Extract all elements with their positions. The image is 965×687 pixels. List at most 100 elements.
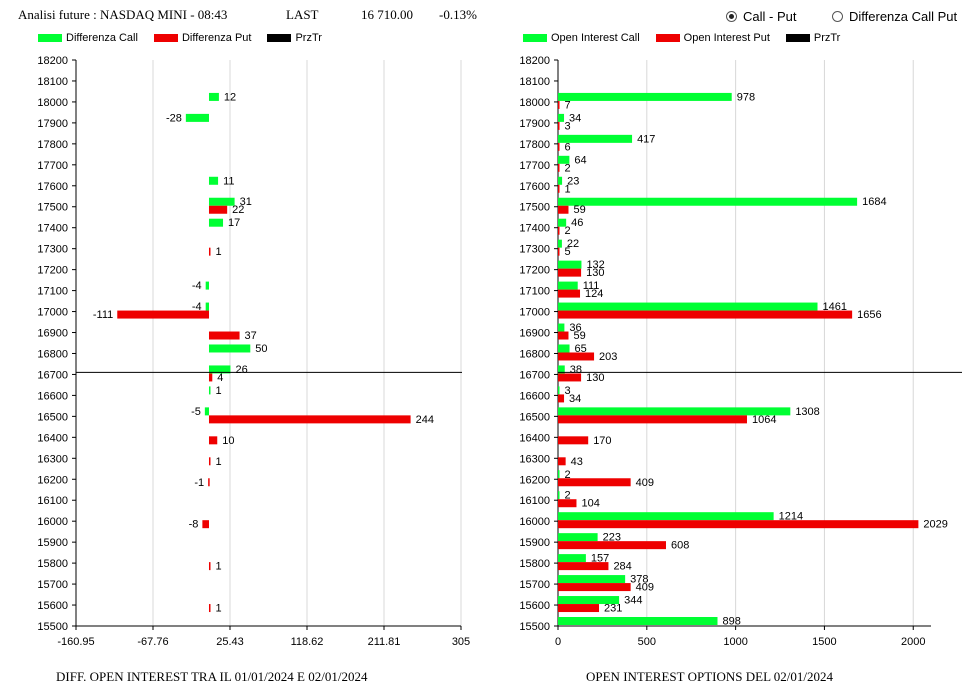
y-tick-label: 16400 xyxy=(37,432,68,444)
y-tick-label: 16200 xyxy=(519,474,550,486)
bar-put xyxy=(558,478,631,487)
bar-call xyxy=(558,533,598,542)
radio-selected-icon[interactable] xyxy=(726,11,737,22)
bar-put xyxy=(558,184,560,193)
y-tick-label: 17500 xyxy=(37,202,68,214)
x-tick-label: 211.81 xyxy=(368,636,401,648)
bar-value-label: 59 xyxy=(573,204,585,216)
bar-value-label: 2029 xyxy=(923,519,947,531)
bar-put xyxy=(208,373,213,382)
bar-value-label: 64 xyxy=(574,154,586,166)
legend-label: Open Interest Put xyxy=(683,32,770,44)
left-legend: Differenza Call Differenza Put PrzTr xyxy=(38,32,338,44)
bar-call xyxy=(208,386,211,395)
bar-value-label: 4 xyxy=(217,372,223,384)
bar-call xyxy=(558,554,586,563)
y-tick-label: 16100 xyxy=(37,495,68,507)
legend-swatch-call xyxy=(38,34,62,42)
bar-put xyxy=(558,541,666,550)
legend-label: Differenza Call xyxy=(66,32,138,44)
bar-value-label: 244 xyxy=(416,414,434,426)
bar-value-label: 409 xyxy=(636,477,654,489)
y-tick-label: 18000 xyxy=(37,97,68,109)
y-tick-label: 16700 xyxy=(37,369,68,381)
radio-unselected-icon[interactable] xyxy=(832,11,843,22)
bar-put xyxy=(558,394,565,403)
legend-label: Differenza Put xyxy=(181,32,252,44)
y-tick-label: 17700 xyxy=(519,160,550,172)
bar-put xyxy=(558,436,589,445)
legend-item-call: Open Interest Call xyxy=(523,32,640,44)
bar-call xyxy=(558,302,818,311)
y-tick-label: 18100 xyxy=(37,76,68,88)
bar-put xyxy=(208,331,240,340)
bar-put xyxy=(208,247,211,256)
bar-call xyxy=(558,155,570,164)
bar-put xyxy=(558,268,582,277)
bar-value-label: 344 xyxy=(624,595,642,607)
bar-call xyxy=(558,134,633,143)
bar-put xyxy=(558,289,581,298)
bar-value-label: 50 xyxy=(255,343,267,355)
y-tick-label: 15800 xyxy=(519,558,550,570)
y-tick-label: 15600 xyxy=(519,600,550,612)
y-tick-label: 17000 xyxy=(519,307,550,319)
bar-put xyxy=(558,310,853,319)
y-tick-label: 16600 xyxy=(37,390,68,402)
right-chart-footer: OPEN INTEREST OPTIONS DEL 02/01/2024 xyxy=(586,669,833,684)
y-tick-label: 17100 xyxy=(519,286,550,298)
y-tick-label: 15900 xyxy=(37,537,68,549)
bar-value-label: 10 xyxy=(222,435,234,447)
y-tick-label: 15600 xyxy=(37,600,68,612)
bar-value-label: -8 xyxy=(189,519,199,531)
bar-call xyxy=(558,386,560,395)
bar-value-label: 46 xyxy=(571,217,583,229)
last-value: 16 710.00 xyxy=(361,7,413,22)
y-tick-label: 17900 xyxy=(37,118,68,130)
x-tick-label: 0 xyxy=(555,636,561,648)
bar-call xyxy=(558,260,582,269)
y-tick-label: 18200 xyxy=(37,55,68,67)
bar-value-label: 608 xyxy=(671,540,689,552)
bar-call xyxy=(208,197,235,206)
bar-value-label: 11 xyxy=(223,175,234,187)
y-tick-label: 16800 xyxy=(37,348,68,360)
y-tick-label: 16500 xyxy=(519,411,550,423)
bar-call xyxy=(558,491,560,500)
legend-item-call: Differenza Call xyxy=(38,32,138,44)
x-tick-label: 25.43 xyxy=(216,636,244,648)
bar-put xyxy=(558,121,560,130)
legend-item-put: Open Interest Put xyxy=(655,32,770,44)
bar-put xyxy=(208,457,211,466)
bar-value-label: 65 xyxy=(575,343,587,355)
bar-call xyxy=(558,617,718,626)
bar-value-label: 231 xyxy=(604,603,622,615)
radio-call-put[interactable]: Call - Put xyxy=(726,9,796,24)
left-chart-footer: DIFF. OPEN INTEREST TRA IL 01/01/2024 E … xyxy=(56,669,368,684)
bar-value-label: 37 xyxy=(245,330,257,342)
bar-put xyxy=(117,310,209,319)
legend-swatch-put xyxy=(153,34,178,42)
y-tick-label: 17700 xyxy=(37,160,68,172)
bar-put xyxy=(558,205,569,214)
bar-call xyxy=(558,281,578,290)
bar-value-label: 23 xyxy=(567,175,579,187)
bar-put xyxy=(208,205,228,214)
y-tick-label: 16000 xyxy=(37,516,68,528)
x-tick-label: 500 xyxy=(638,636,656,648)
bar-call xyxy=(208,218,224,227)
radio-differenza-call-put[interactable]: Differenza Call Put xyxy=(832,9,957,24)
bar-value-label: -1 xyxy=(194,477,204,489)
legend-swatch-call xyxy=(523,34,547,42)
bar-value-label: 1684 xyxy=(862,196,886,208)
bar-value-label: 1308 xyxy=(795,406,819,418)
legend-item-prztr: PrzTr xyxy=(785,32,840,44)
bar-call xyxy=(558,596,620,605)
bar-value-label: 409 xyxy=(636,582,654,594)
bar-value-label: 22 xyxy=(232,204,244,216)
bar-value-label: 132 xyxy=(586,259,604,271)
y-tick-label: 17200 xyxy=(37,265,68,277)
bar-put xyxy=(558,415,747,424)
bar-call xyxy=(205,302,209,311)
